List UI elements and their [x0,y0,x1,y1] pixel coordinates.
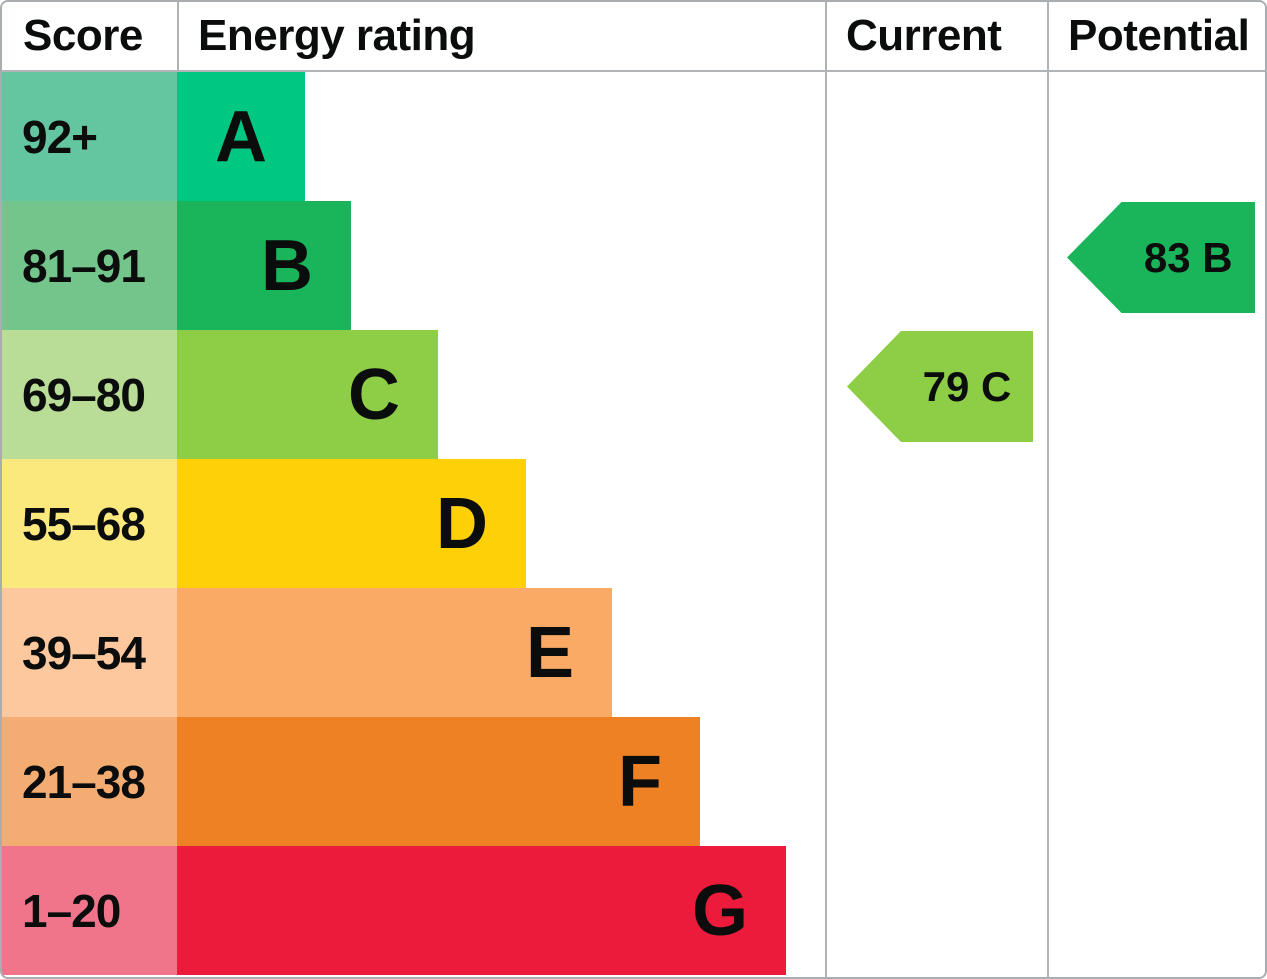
score-cell: 55–68 [2,459,177,588]
score-range-label: 81–91 [22,239,146,292]
chart-body: 92+ A 81–91 B 69–80 C 55–68 D 39–54 [2,72,1265,975]
band-letter: A [215,96,267,177]
band-bar: A [177,72,305,201]
band-row: 1–20 G [2,846,1265,975]
current-column-divider [825,2,827,977]
chart-header: Score Energy rating Current Potential [2,2,1265,72]
potential-rating-label: 83 B [1143,233,1233,281]
header-energy-rating: Energy rating [198,11,476,60]
score-cell: 81–91 [2,201,177,330]
score-cell: 1–20 [2,846,177,975]
band-bar: D [177,459,526,588]
band-row: 55–68 D [2,459,1265,588]
band-row: 39–54 E [2,588,1265,717]
potential-column-divider [1047,2,1049,977]
score-range-label: 21–38 [22,755,146,808]
score-column-divider [177,2,179,72]
score-cell: 69–80 [2,330,177,459]
band-row: 81–91 B [2,201,1265,330]
band-bar: F [177,717,700,846]
band-bar: B [177,201,351,330]
score-range-label: 1–20 [22,884,121,937]
score-range-label: 55–68 [22,497,146,550]
current-rating-label: 79 C [922,362,1012,410]
band-bar: C [177,330,438,459]
score-cell: 39–54 [2,588,177,717]
score-cell: 21–38 [2,717,177,846]
band-letter: C [348,354,400,435]
band-letter: D [436,483,488,564]
header-potential: Potential [1068,11,1250,60]
band-row: 92+ A [2,72,1265,201]
header-score: Score [23,11,143,60]
band-bar: G [177,846,786,975]
band-letter: B [261,225,313,306]
score-cell: 92+ [2,72,177,201]
score-range-label: 39–54 [22,626,146,679]
band-row: 69–80 C [2,330,1265,459]
score-range-label: 92+ [22,110,98,163]
band-letter: E [525,612,574,693]
band-row: 21–38 F [2,717,1265,846]
score-range-label: 69–80 [22,368,146,421]
band-bar: E [177,588,612,717]
band-letter: F [618,741,662,822]
band-letter: G [691,870,748,951]
header-current: Current [846,11,1002,60]
